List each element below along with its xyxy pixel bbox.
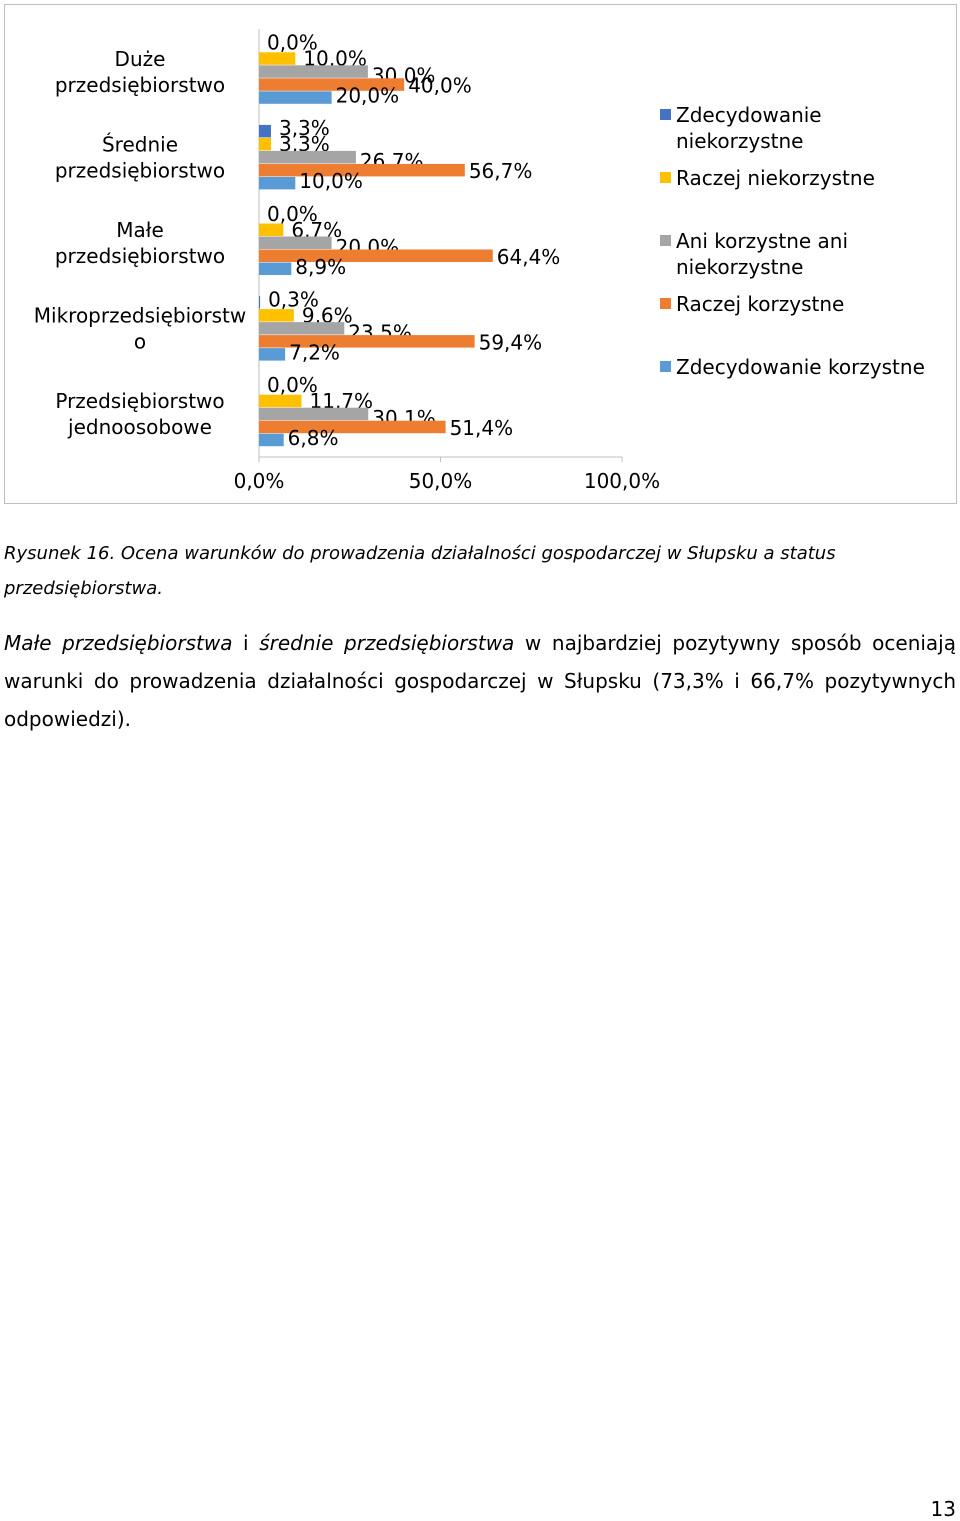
category-label: Przedsiębiorstwo	[55, 389, 224, 413]
legend-label: Raczej niekorzystne	[676, 166, 875, 190]
bar	[259, 150, 356, 164]
bar	[259, 322, 345, 335]
bar	[259, 91, 332, 104]
bar	[259, 78, 405, 91]
legend-label: Ani korzystne ani	[676, 229, 848, 253]
category-label: Duże	[115, 47, 166, 71]
data-label: 0,0%	[267, 373, 318, 397]
x-tick-label: 50,0%	[409, 469, 473, 493]
bar	[259, 335, 475, 348]
data-label: 0,3%	[268, 287, 319, 311]
bar	[259, 236, 332, 249]
data-label: 10,0%	[299, 169, 363, 193]
legend-swatch	[660, 361, 671, 372]
paragraph-text-rest: w najbardziej pozytywny sposób oceniają …	[4, 631, 956, 731]
data-label: 0,0%	[267, 31, 318, 55]
bar	[259, 65, 368, 78]
category-label: Mikroprzedsiębiorstw	[34, 304, 246, 328]
legend-swatch	[660, 109, 671, 120]
bar	[259, 124, 271, 138]
bar-chart: 0,0% 50,0% 100,0%Dużeprzedsiębiorstwo0,0%1…	[34, 29, 925, 493]
legend-swatch	[660, 172, 671, 183]
category-label: jednoosobowe	[67, 415, 212, 439]
category-label: przedsiębiorstwo	[55, 73, 225, 97]
data-label: 6,8%	[288, 426, 339, 450]
bar	[259, 348, 286, 361]
legend-label: niekorzystne	[676, 255, 803, 279]
data-label: 64,4%	[497, 245, 561, 269]
bar	[259, 249, 493, 262]
data-label: 56,7%	[469, 159, 533, 183]
data-label: 51,4%	[450, 416, 514, 440]
bar	[259, 137, 271, 151]
legend-label: niekorzystne	[676, 129, 803, 153]
bar	[259, 262, 292, 275]
data-label: 8,9%	[295, 255, 346, 279]
legend-label: Zdecydowanie korzystne	[676, 355, 925, 379]
bar	[259, 296, 261, 309]
legend-swatch	[660, 298, 671, 309]
data-label: 40,0%	[408, 74, 472, 98]
legend-label: Raczej korzystne	[676, 292, 844, 316]
page-number: 13	[930, 1497, 956, 1521]
data-label: 7,2%	[289, 340, 340, 364]
paragraph-text: i	[232, 631, 260, 655]
bar	[259, 52, 296, 65]
bar	[259, 176, 296, 190]
chart-frame: 0,0% 50,0% 100,0% Duże przedsiębiorstwo 0,0% 1…	[4, 4, 957, 504]
x-tick-label: 100,0%	[584, 469, 660, 493]
paragraph-emphasis-small: Małe przedsiębiorstwa	[4, 631, 233, 655]
data-label: 20,0%	[336, 84, 400, 108]
bar	[259, 420, 446, 434]
category-label: Małe	[116, 218, 164, 242]
figure-caption: Rysunek 16. Ocena warunków do prowadzeni…	[4, 543, 836, 599]
category-label: przedsiębiorstwo	[55, 158, 225, 182]
data-label: 3,3%	[279, 116, 330, 140]
legend-label: Zdecydowanie	[676, 103, 822, 127]
data-label: 59,4%	[479, 330, 543, 354]
body-paragraph: Małe przedsiębiorstwa i średnie przedsię…	[4, 624, 956, 738]
bar	[259, 223, 284, 236]
bar	[259, 163, 465, 177]
data-label: 0,0%	[267, 202, 318, 226]
legend-swatch	[660, 235, 671, 246]
category-label: o	[134, 330, 146, 354]
paragraph-emphasis-medium: średnie przedsiębiorstwa	[259, 631, 515, 655]
category-label: Średnie	[102, 132, 178, 156]
bar	[259, 433, 284, 447]
bar	[259, 394, 302, 408]
bar	[259, 309, 294, 322]
category-label: przedsiębiorstwo	[55, 244, 225, 268]
bar	[259, 407, 369, 421]
x-tick-label: 0,0%	[234, 469, 285, 493]
